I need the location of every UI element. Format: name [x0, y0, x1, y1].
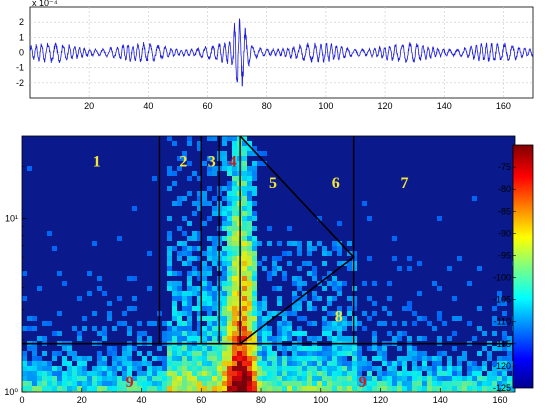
- wedge-divider: [239, 135, 355, 345]
- colorbar-tick: -120: [493, 361, 511, 371]
- region-label-8: 8: [335, 309, 343, 326]
- spectrogram-x-tick: 20: [77, 395, 87, 405]
- waveform-y-tick: -2: [16, 78, 24, 88]
- waveform-x-tick: 100: [318, 101, 333, 111]
- spectrogram-panel: 1 2 3 4 5 6 7 8 9 9 0 20 40 60 80 100 120 140 160 10¹ 10⁰: [4, 135, 516, 405]
- region-label-2: 2: [179, 154, 187, 171]
- region-label-5: 5: [269, 175, 277, 192]
- waveform-y-tick: 1: [19, 32, 24, 42]
- waveform-x-tick: 160: [496, 101, 511, 111]
- waveform-panel: 20 40 60 80 100 120 140 160 2 1 0 -1 -2 x 10⁻⁴: [16, 0, 534, 111]
- colorbar-tick: -110: [494, 317, 511, 327]
- spectrogram-x-tick: 100: [313, 395, 328, 405]
- waveform-exponent-label: x 10⁻⁴: [32, 0, 58, 8]
- waveform-x-tick: 40: [143, 101, 153, 111]
- colorbar-tick: -85: [498, 206, 511, 216]
- colorbar-tick: -105: [493, 295, 511, 305]
- colorbar-tick: -95: [498, 250, 511, 260]
- spectrogram-x-tick: 160: [493, 395, 508, 405]
- waveform-y-tick: -1: [16, 63, 24, 73]
- waveform-x-tick: 120: [378, 101, 393, 111]
- spectrogram-x-tick: 60: [196, 395, 206, 405]
- spectrogram-x-tick: 140: [433, 395, 448, 405]
- waveform-x-tick: 140: [437, 101, 452, 111]
- region-label-1: 1: [93, 154, 101, 171]
- waveform-x-tick: 60: [203, 101, 213, 111]
- colorbar-tick: -115: [494, 339, 511, 349]
- colorbar-tick: -90: [498, 228, 511, 238]
- colorbar-tick: -125: [493, 383, 511, 393]
- waveform-x-tick: 80: [262, 101, 272, 111]
- colorbar: -75 -80 -85 -90 -95 -100 -105 -110 -115 -120 -125: [493, 144, 534, 393]
- colorbar-tick: -75: [498, 162, 511, 172]
- spectrogram-x-tick: 80: [256, 395, 266, 405]
- waveform-y-tick: 0: [19, 48, 24, 58]
- spectrogram-heatmap: [22, 136, 515, 392]
- spectrogram-x-tick: 40: [137, 395, 147, 405]
- region-label-9: 9: [359, 374, 367, 391]
- spectrogram-y-tick: 10¹: [5, 214, 18, 224]
- spectrogram-y-tick: 10⁰: [4, 387, 18, 397]
- region-label-6: 6: [332, 175, 340, 192]
- region-label-9: 9: [126, 374, 134, 391]
- colorbar-scale: [512, 144, 534, 389]
- region-label-3: 3: [208, 154, 216, 171]
- spectrogram-x-tick: 0: [19, 395, 24, 405]
- waveform-x-tick: 20: [84, 101, 94, 111]
- waveform-series-line: [29, 18, 534, 87]
- region-label-4: 4: [229, 154, 237, 171]
- waveform-y-tick: 2: [19, 17, 24, 27]
- spectrogram-x-tick: 120: [373, 395, 388, 405]
- colorbar-tick: -100: [493, 273, 511, 283]
- colorbar-tick: -80: [498, 184, 511, 194]
- region-label-7: 7: [400, 175, 408, 192]
